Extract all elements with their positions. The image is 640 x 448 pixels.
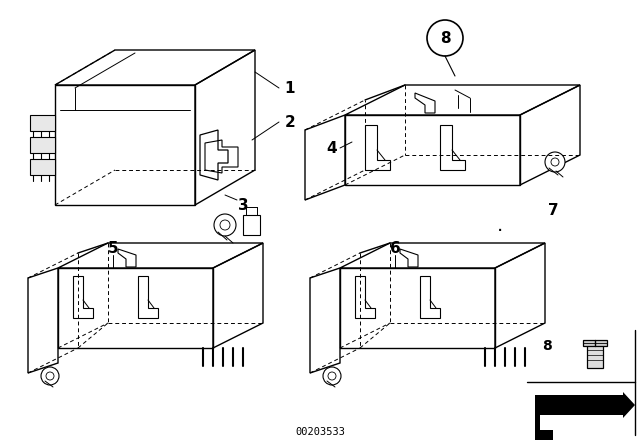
- Text: 4: 4: [326, 141, 337, 155]
- Text: 6: 6: [390, 241, 401, 255]
- Text: 7: 7: [548, 202, 558, 217]
- Text: 8: 8: [440, 30, 451, 46]
- Text: 00203533: 00203533: [295, 427, 345, 437]
- Circle shape: [220, 220, 230, 230]
- Circle shape: [551, 158, 559, 166]
- Polygon shape: [587, 345, 603, 368]
- Text: .: .: [497, 215, 503, 234]
- Text: 1: 1: [285, 81, 295, 95]
- Circle shape: [328, 372, 336, 380]
- Circle shape: [323, 367, 341, 385]
- Circle shape: [214, 214, 236, 236]
- Circle shape: [41, 367, 59, 385]
- Text: 8: 8: [542, 339, 552, 353]
- Text: 3: 3: [237, 198, 248, 212]
- Polygon shape: [583, 340, 607, 346]
- Polygon shape: [535, 392, 635, 440]
- Text: 5: 5: [108, 241, 118, 255]
- Circle shape: [427, 20, 463, 56]
- Circle shape: [545, 152, 565, 172]
- Text: 2: 2: [285, 115, 296, 129]
- Polygon shape: [30, 115, 55, 131]
- Polygon shape: [30, 159, 55, 175]
- Circle shape: [46, 372, 54, 380]
- Polygon shape: [30, 137, 55, 153]
